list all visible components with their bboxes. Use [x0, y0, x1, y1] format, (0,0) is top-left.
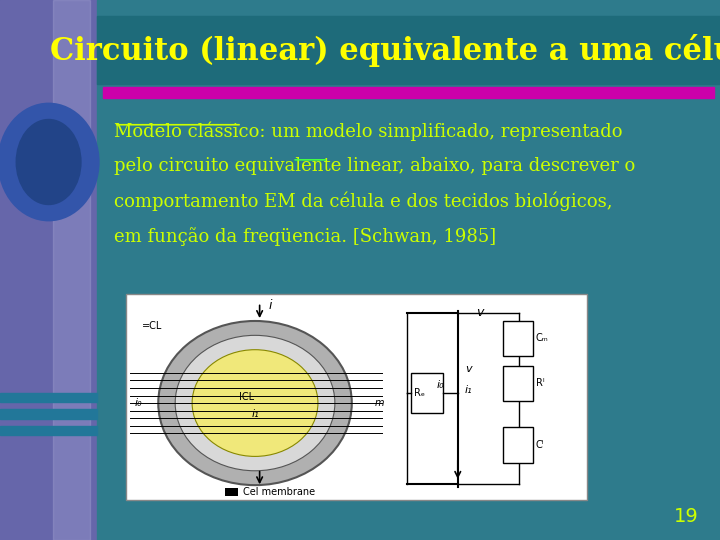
Text: Cᴵ: Cᴵ: [536, 440, 544, 450]
Text: i₁: i₁: [251, 409, 259, 419]
Bar: [503, 366, 534, 401]
Bar: [225, 488, 238, 496]
Text: pelo circuito equivalente linear, abaixo, para descrever o: pelo circuito equivalente linear, abaixo…: [114, 157, 635, 174]
Text: =CL: =CL: [142, 321, 162, 331]
Ellipse shape: [158, 321, 352, 485]
Bar: [411, 373, 444, 413]
Text: m: m: [375, 398, 384, 408]
Text: i₁: i₁: [465, 385, 472, 395]
Bar: [0, 409, 97, 418]
Text: Modelo clássico: um modelo simplificado, representado: Modelo clássico: um modelo simplificado,…: [114, 122, 622, 141]
Bar: [503, 321, 534, 356]
Bar: [53, 0, 91, 540]
Ellipse shape: [192, 350, 318, 456]
Bar: [103, 87, 714, 98]
Text: v: v: [476, 306, 483, 319]
Bar: [97, 16, 720, 84]
Ellipse shape: [175, 335, 335, 471]
Text: Cₘ: Cₘ: [536, 333, 549, 343]
Bar: [0, 0, 97, 540]
Text: v: v: [465, 364, 472, 374]
Bar: [503, 428, 534, 463]
Text: i: i: [269, 299, 271, 312]
Text: comportamento EM da célula e dos tecidos biológicos,: comportamento EM da célula e dos tecidos…: [114, 192, 612, 211]
Text: Rₑ: Rₑ: [414, 388, 425, 398]
Ellipse shape: [0, 103, 99, 221]
Text: 19: 19: [674, 508, 698, 526]
Text: ICL: ICL: [239, 393, 254, 402]
Text: Cel membrane: Cel membrane: [243, 487, 315, 497]
Ellipse shape: [16, 119, 81, 205]
Text: Circuito (linear) equivalente a uma célula: Circuito (linear) equivalente a uma célu…: [50, 33, 720, 67]
Text: em função da freqüencia. [Schwan, 1985]: em função da freqüencia. [Schwan, 1985]: [114, 227, 496, 246]
Text: Rᴵ: Rᴵ: [536, 379, 544, 388]
Text: i₀: i₀: [436, 380, 444, 390]
Bar: [0, 393, 97, 402]
Text: i₀: i₀: [135, 398, 143, 408]
Bar: [0, 426, 97, 435]
Bar: [126, 294, 587, 500]
Bar: [97, 0, 720, 540]
